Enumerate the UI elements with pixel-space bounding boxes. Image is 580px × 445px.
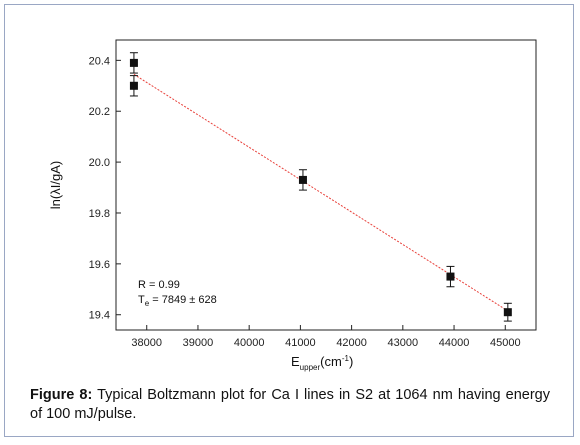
x-axis-ticks: 38000 39000 40000 41000 42000 43000 44000 45000 [131, 325, 521, 349]
x-tick-label: 41000 [285, 337, 316, 349]
data-point [298, 175, 307, 184]
x-tick-label: 43000 [388, 337, 419, 349]
figure-frame [4, 4, 574, 437]
r-value-annotation: R = 0.99 [138, 279, 180, 291]
x-tick-label: 42000 [336, 337, 367, 349]
te-annotation: Te = 7849 ± 628 [138, 294, 217, 308]
data-points-group [129, 52, 512, 322]
y-axis-ticks: 19.4 19.6 19.8 20.0 20.2 20.4 [89, 55, 121, 322]
x-tick-label: 45000 [490, 337, 521, 349]
figure-caption: Figure 8: Typical Boltzmann plot for Ca … [30, 386, 550, 424]
data-point [129, 58, 138, 67]
plot-area-frame [115, 39, 537, 331]
y-tick-label: 20.2 [89, 106, 110, 118]
caption-label: Figure 8: [30, 387, 93, 403]
x-tick-label: 44000 [439, 337, 470, 349]
y-tick-label: 19.8 [89, 208, 110, 220]
x-axis-label: Eupper(cm-1) [291, 354, 353, 372]
y-axis-label: ln(λI/gA) [48, 161, 63, 209]
boltzmann-plot-chart: 38000 39000 40000 41000 42000 43000 44000 45000… [48, 39, 537, 372]
y-tick-label: 20.4 [89, 55, 110, 67]
data-point [129, 81, 138, 90]
x-tick-label: 38000 [131, 337, 162, 349]
x-tick-label: 39000 [183, 337, 214, 349]
data-point [446, 272, 455, 281]
linear-fit-line [133, 73, 509, 312]
fit-line-group [133, 73, 509, 312]
y-tick-label: 20.0 [89, 157, 110, 169]
data-point [503, 308, 512, 317]
y-tick-label: 19.4 [89, 310, 110, 322]
caption-text: Typical Boltzmann plot for Ca I lines in… [30, 387, 550, 422]
x-tick-label: 40000 [234, 337, 265, 349]
y-tick-label: 19.6 [89, 259, 110, 271]
